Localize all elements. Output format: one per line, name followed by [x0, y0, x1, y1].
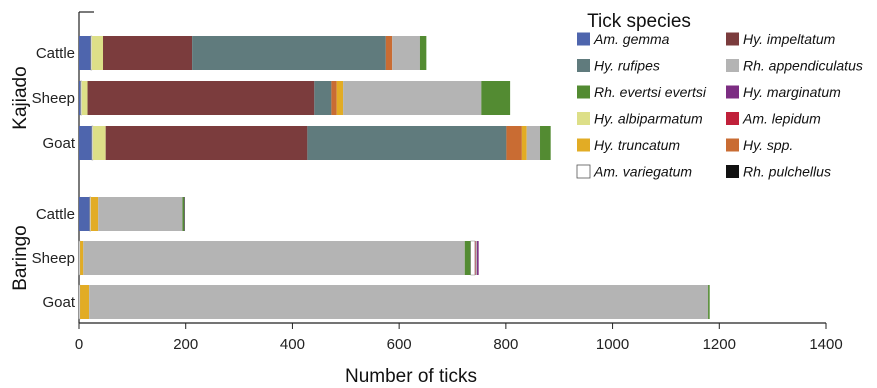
legend-swatch-rh-pulchellus [726, 165, 739, 178]
bar-segment-kajiado-sheep-rh-evertsi-evertsi [481, 81, 511, 115]
bar-segment-baringo-cattle-rh-appendiculatus [98, 197, 183, 231]
bar-segment-kajiado-sheep-hy-truncatum [336, 81, 344, 115]
bar-segment-kajiado-sheep-rh-appendiculatus [343, 81, 482, 115]
x-tick-label-1000: 1000 [596, 336, 629, 353]
row-label-baringo-sheep: Sheep [32, 250, 75, 267]
bar-segment-baringo-sheep-rh-appendiculatus [475, 241, 478, 275]
legend-label-am-gemma: Am. gemma [593, 31, 670, 47]
bar-segment-kajiado-goat-hy-truncatum [521, 126, 527, 160]
legend-swatch-rh-evertsi-evertsi [577, 85, 590, 99]
bar-segment-baringo-goat-rh-evertsi-evertsi [708, 285, 710, 319]
row-label-kajiado-cattle: Cattle [36, 45, 75, 62]
group-labels-layer: Kajiado Baringo [10, 66, 31, 290]
bar-segment-kajiado-goat-hy-albiparmatum [92, 126, 106, 160]
legend-label-am-variegatum: Am. variegatum [593, 164, 692, 180]
legend: Am. gemma Hy. impeltatum Hy. rufipes Rh. ap… [576, 31, 863, 180]
x-ticks-layer: 0 200 400 600 800 1000 1200 1400 [75, 323, 843, 353]
bar-segment-kajiado-cattle-rh-evertsi-evertsi [419, 36, 427, 70]
bar-segment-baringo-cattle-rh-pulchellus [184, 197, 185, 231]
legend-label-hy-spp: Hy. spp. [743, 137, 793, 153]
bar-segment-kajiado-sheep-hy-rufipes [314, 81, 332, 115]
legend-swatch-hy-albiparmatum [577, 112, 590, 125]
legend-label-hy-truncatum: Hy. truncatum [594, 137, 680, 153]
bar-segment-baringo-sheep-am-lepidum [474, 241, 476, 275]
legend-swatch-hy-spp [726, 138, 739, 152]
x-tick-label-200: 200 [173, 336, 198, 353]
bar-segment-kajiado-goat-hy-impeltatum [105, 126, 308, 160]
bars-layer [78, 35, 710, 320]
x-tick-label-800: 800 [493, 336, 518, 353]
x-tick-label-1400: 1400 [809, 336, 842, 353]
bar-segment-baringo-goat-rh-appendiculatus [89, 285, 709, 319]
x-tick-label-400: 400 [280, 336, 305, 353]
bar-segment-kajiado-goat-am-variegatum [91, 125, 94, 161]
legend-swatch-rh-appendiculatus [726, 59, 739, 72]
legend-label-hy-rufipes: Hy. rufipes [594, 58, 660, 74]
x-tick-label-600: 600 [387, 336, 412, 353]
bar-segment-kajiado-goat-hy-rufipes [307, 126, 507, 160]
bar-segment-kajiado-goat-am-gemma [79, 126, 92, 160]
bar-segment-baringo-cattle-hy-truncatum [90, 197, 99, 231]
row-label-baringo-goat: Goat [42, 294, 75, 311]
bar-segment-kajiado-cattle-hy-albiparmatum [91, 36, 104, 70]
bar-segment-kajiado-cattle-am-gemma [79, 36, 91, 70]
legend-label-rh-appendiculatus: Rh. appendiculatus [743, 58, 863, 74]
x-axis-title: Number of ticks [345, 366, 477, 387]
bar-segment-baringo-cattle-am-variegatum [89, 196, 91, 232]
legend-title: Tick species [587, 11, 691, 32]
legend-swatch-hy-truncatum [577, 138, 590, 152]
bar-segment-kajiado-cattle-rh-appendiculatus [392, 36, 420, 70]
legend-swatch-am-lepidum [726, 112, 739, 125]
group-label-kajiado: Kajiado [10, 66, 31, 129]
bar-segment-baringo-cattle-rh-evertsi-evertsi [182, 197, 185, 231]
row-labels-layer: Cattle Sheep Goat Cattle Sheep Goat [32, 45, 76, 311]
group-label-baringo: Baringo [10, 225, 31, 291]
legend-label-am-lepidum: Am. lepidum [742, 111, 821, 127]
bar-segment-baringo-sheep-hy-marginatum [477, 241, 479, 275]
bar-segment-kajiado-cattle-hy-rufipes [192, 36, 386, 70]
legend-label-hy-albiparmatum: Hy. albiparmatum [594, 111, 703, 127]
legend-label-rh-evertsi-evertsi: Rh. evertsi evertsi [594, 84, 707, 100]
legend-swatch-hy-rufipes [577, 59, 590, 72]
x-tick-label-0: 0 [75, 336, 83, 353]
bar-segment-kajiado-sheep-hy-impeltatum [87, 81, 315, 115]
legend-swatch-hy-impeltatum [726, 32, 739, 46]
legend-label-hy-impeltatum: Hy. impeltatum [743, 31, 836, 47]
legend-label-rh-pulchellus: Rh. pulchellus [743, 164, 831, 180]
bar-segment-baringo-cattle-am-gemma [79, 197, 90, 231]
row-label-baringo-cattle: Cattle [36, 206, 75, 223]
row-label-kajiado-sheep: Sheep [32, 90, 75, 107]
bar-segment-kajiado-sheep-hy-spp [331, 81, 337, 115]
legend-swatch-am-gemma [577, 32, 590, 46]
legend-swatch-hy-marginatum [726, 85, 739, 99]
bar-segment-baringo-sheep-rh-appendiculatus [83, 241, 465, 275]
bar-segment-kajiado-sheep-am-gemma [79, 81, 81, 115]
bar-segment-kajiado-goat-hy-spp [506, 126, 522, 160]
bar-segment-baringo-sheep-hy-truncatum [80, 241, 84, 275]
bar-segment-kajiado-goat-rh-evertsi-evertsi [540, 126, 551, 160]
bar-segment-baringo-sheep-rh-evertsi-evertsi [464, 241, 471, 275]
bar-segment-kajiado-cattle-hy-spp [385, 36, 393, 70]
bar-segment-kajiado-sheep-am-variegatum [80, 80, 82, 116]
row-label-kajiado-goat: Goat [42, 135, 75, 152]
legend-swatch-am-variegatum [576, 164, 591, 179]
legend-label-hy-marginatum: Hy. marginatum [743, 84, 841, 100]
bar-segment-baringo-goat-hy-truncatum [80, 285, 90, 319]
bar-segment-baringo-sheep-am-variegatum [78, 240, 81, 276]
bar-segment-baringo-sheep-am-variegatum [470, 240, 476, 276]
bar-segment-kajiado-goat-rh-appendiculatus [526, 126, 541, 160]
bar-segment-kajiado-cattle-am-variegatum [90, 35, 93, 71]
bar-segment-kajiado-sheep-hy-albiparmatum [81, 81, 88, 115]
x-tick-label-1200: 1200 [703, 336, 736, 353]
bar-segment-kajiado-cattle-hy-impeltatum [103, 36, 193, 70]
bar-segment-baringo-goat-am-variegatum [78, 284, 81, 320]
